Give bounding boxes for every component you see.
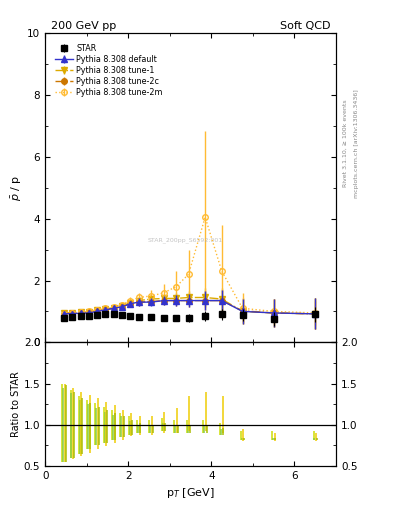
- X-axis label: p$_{T}$ [GeV]: p$_{T}$ [GeV]: [166, 486, 215, 500]
- Text: mcplots.cern.ch [arXiv:1306.3436]: mcplots.cern.ch [arXiv:1306.3436]: [354, 89, 359, 198]
- Text: Soft QCD: Soft QCD: [280, 21, 330, 31]
- Text: 200 GeV pp: 200 GeV pp: [51, 21, 116, 31]
- Legend: STAR, Pythia 8.308 default, Pythia 8.308 tune-1, Pythia 8.308 tune-2c, Pythia 8.: STAR, Pythia 8.308 default, Pythia 8.308…: [52, 40, 166, 100]
- Y-axis label: Ratio to STAR: Ratio to STAR: [11, 371, 21, 437]
- Text: STAR_200pp_S6592:001: STAR_200pp_S6592:001: [147, 238, 222, 243]
- Text: Rivet 3.1.10, ≥ 100k events: Rivet 3.1.10, ≥ 100k events: [343, 99, 348, 187]
- Y-axis label: $\bar{p}$ / p: $\bar{p}$ / p: [10, 175, 24, 201]
